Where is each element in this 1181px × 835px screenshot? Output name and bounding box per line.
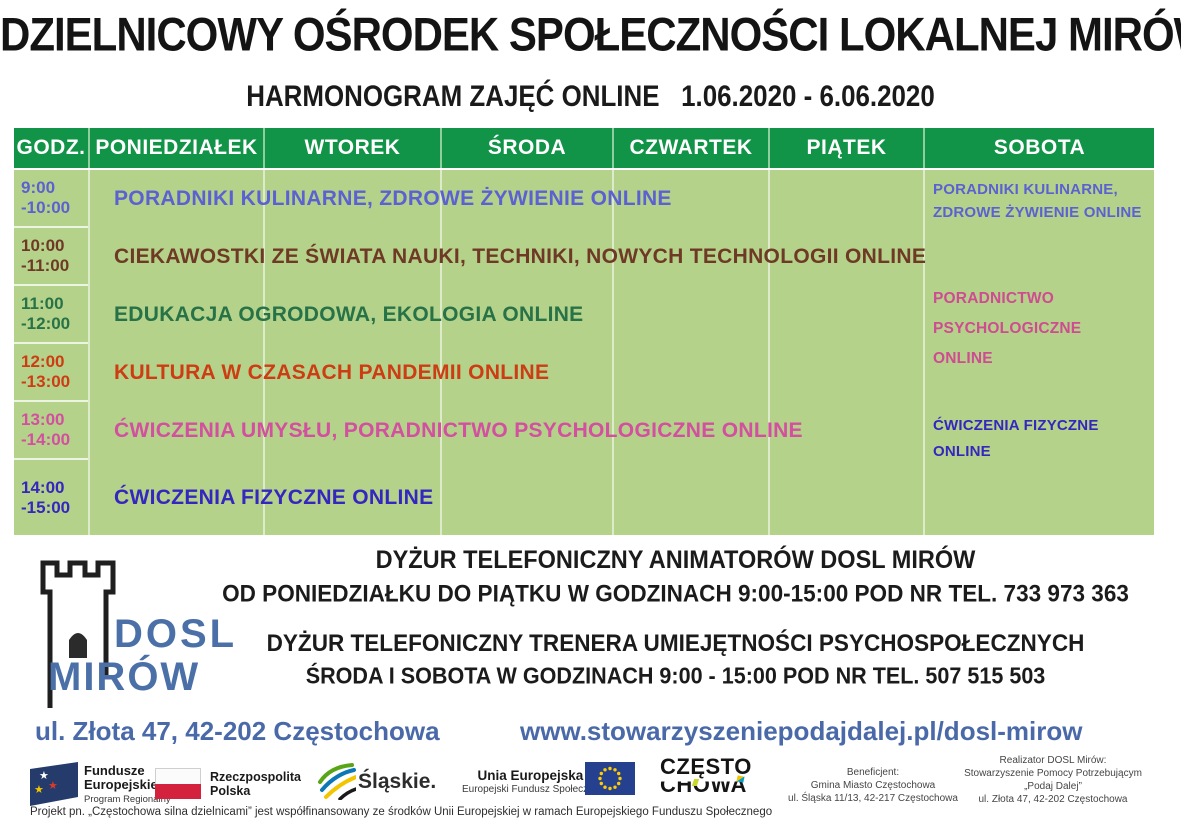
phone-duty-details: OD PONIEDZIAŁKU DO PIĄTKU W GODZINACH 9:… (222, 579, 1129, 607)
column-divider (768, 170, 770, 535)
time-end: -14:00 (21, 430, 71, 449)
phone-duty-trainer: DYŻUR TELEFONICZNY TRENERA UMIEJĘTNOŚCI … (180, 629, 1171, 690)
fundusze-europejskie-flag-icon: ★ ★ ★ (30, 762, 78, 806)
time-slot-900: 9:00 -10:00 (14, 170, 88, 228)
address-text: ul. Złota 47, 42-202 Częstochowa (35, 716, 440, 746)
activity-cell: EDUKACJA OGRODOWA, EKOLOGIA ONLINE (114, 303, 584, 326)
time-slot-1000: 10:00 -11:00 (14, 228, 88, 286)
poland-line: Rzeczpospolita (210, 770, 301, 784)
slaskie-swoosh-icon (318, 763, 356, 800)
beneficjent-block: Beneficjent: Gmina Miasto Częstochowa ul… (788, 766, 958, 805)
time-slot-1400: 14:00 -15:00 (14, 460, 88, 535)
time-slot-1100: 11:00 -12:00 (14, 286, 88, 344)
time-start: 13:00 (21, 410, 65, 430)
fundusze-line: Fundusze (84, 763, 145, 778)
fundusze-subline: Program Regionalny (84, 793, 171, 805)
time-slot-1200: 12:00 -13:00 (14, 344, 88, 402)
realizator-block: Realizator DOSL Mirów: Stowarzyszenie Po… (958, 754, 1148, 806)
saturday-activity: PORADNIKI KULINARNE, ZDROWE ŻYWIENIE ONL… (933, 181, 1142, 222)
time-start: 11:00 (21, 294, 64, 314)
czestochowa-diamond-icon (736, 775, 745, 783)
svg-text:★: ★ (39, 770, 49, 782)
activity-cell: PORADNIKI KULINARNE, ZDROWE ŻYWIENIE ONL… (114, 187, 672, 210)
time-start: 10:00 (21, 236, 65, 256)
fundusze-europejskie-label: Fundusze Europejskie Program Regionalny (84, 763, 171, 805)
column-divider (612, 170, 614, 535)
poland-flag-icon (155, 768, 201, 799)
realizator-line: ul. Złota 47, 42-202 Częstochowa (978, 794, 1128, 805)
svg-text:★: ★ (48, 780, 58, 792)
column-header-sroda: ŚRODA (442, 128, 612, 168)
poland-line: Polska (210, 784, 251, 799)
poland-label: Rzeczpospolita Polska (210, 770, 301, 799)
time-end: -12:00 (21, 314, 71, 333)
phone-duty-title: DYŻUR TELEFONICZNY TRENERA UMIEJĘTNOŚCI … (266, 629, 1085, 657)
funding-disclaimer: Projekt pn. „Częstochowa silna dzielnica… (30, 806, 773, 818)
footer-logos: ★ ★ ★ Fundusze Europejskie Program Regio… (0, 752, 1181, 835)
fundusze-line: Europejskie (84, 777, 158, 793)
column-divider (923, 170, 925, 535)
saturday-activity: ĆWICZENIA FIZYCZNE ONLINE (933, 417, 1099, 460)
saturday-activity: PORADNICTWO PSYCHOLOGICZNE ONLINE (933, 290, 1082, 368)
time-end: -10:00 (21, 198, 71, 217)
svg-text:★: ★ (34, 784, 44, 796)
table-header-row: GODZ. PONIEDZIAŁEK WTOREK ŚRODA CZWARTEK… (14, 128, 1154, 168)
schedule-table: GODZ. PONIEDZIAŁEK WTOREK ŚRODA CZWARTEK… (14, 128, 1154, 535)
unia-line: Unia Europejska (477, 768, 584, 783)
unia-subline: Europejski Fundusz Społeczny (462, 784, 599, 796)
time-end: -11:00 (21, 256, 70, 275)
time-slot-1300: 13:00 -14:00 (14, 402, 88, 460)
time-start: 9:00 (21, 178, 56, 198)
phone-duty-animators: DYŻUR TELEFONICZNY ANIMATORÓW DOSL MIRÓW… (180, 546, 1171, 608)
time-end: -13:00 (21, 372, 71, 391)
slaskie-label: Śląskie. (358, 770, 437, 793)
realizator-line: Stowarzyszenie Pomocy Potrzebującym (964, 768, 1142, 779)
column-divider (440, 170, 442, 535)
czestochowa-line: CZĘSTO (660, 754, 752, 779)
activity-cell: ĆWICZENIA UMYSŁU, PORADNICTWO PSYCHOLOGI… (114, 419, 803, 442)
phone-duty-details: ŚRODA I SOBOTA W GODZINACH 9:00 - 15:00 … (305, 662, 1046, 689)
realizator-line: Realizator DOSL Mirów: (999, 755, 1107, 766)
website-link[interactable]: www.stowarzyszeniepodajdalej.pl/dosl-mir… (520, 716, 1083, 746)
time-start: 14:00 (21, 477, 65, 497)
page-title: DZIELNICOWY OŚRODEK SPOŁECZNOŚCI LOKALNE… (0, 8, 1181, 61)
czestochowa-line: CHOWA (660, 772, 747, 798)
logo-text-dosl: DOSL (114, 612, 238, 656)
unia-europejska-label: Unia Europejska Europejski Fundusz Społe… (462, 768, 599, 796)
time-start: 12:00 (21, 352, 65, 372)
logo-text-mirow: MIRÓW (48, 655, 201, 699)
column-divider (88, 170, 90, 535)
activity-cell: KULTURA W CZASACH PANDEMII ONLINE (114, 361, 550, 384)
activity-cell: ĆWICZENIA FIZYCZNE ONLINE (114, 485, 434, 509)
column-header-piatek: PIĄTEK (770, 128, 923, 168)
time-end: -15:00 (21, 497, 71, 517)
beneficjent-line: Gmina Miasto Częstochowa (810, 780, 936, 791)
beneficjent-line: ul. Śląska 11/13, 42-217 Częstochowa (788, 793, 958, 804)
column-header-wtorek: WTOREK (265, 128, 440, 168)
phone-duty-title: DYŻUR TELEFONICZNY ANIMATORÓW DOSL MIRÓW (375, 546, 976, 575)
dosl-mirow-logo: DOSL MIRÓW (26, 550, 266, 710)
column-header-sobota: SOBOTA (925, 128, 1154, 168)
eu-flag-icon (585, 762, 635, 795)
column-header-poniedzialek: PONIEDZIAŁEK (90, 128, 263, 168)
column-header-czwartek: CZWARTEK (614, 128, 768, 168)
castle-tower-icon (40, 560, 116, 708)
beneficjent-line: Beneficjent: (846, 767, 900, 778)
column-header-godz: GODZ. (14, 128, 88, 168)
page-subtitle: HARMONOGRAM ZAJĘĆ ONLINE 1.06.2020 - 6.0… (246, 80, 935, 113)
czestochowa-logo: CZĘSTO CHOWA (660, 756, 752, 798)
activity-cell: CIEKAWOSTKI ZE ŚWIATA NAUKI, TECHNIKI, N… (114, 245, 927, 268)
realizator-line: „Podaj Dalej” (1024, 781, 1082, 792)
column-divider (263, 170, 265, 535)
table-body: 9:00 -10:00 10:00 -11:00 11:00 -12:00 12… (14, 170, 1154, 535)
